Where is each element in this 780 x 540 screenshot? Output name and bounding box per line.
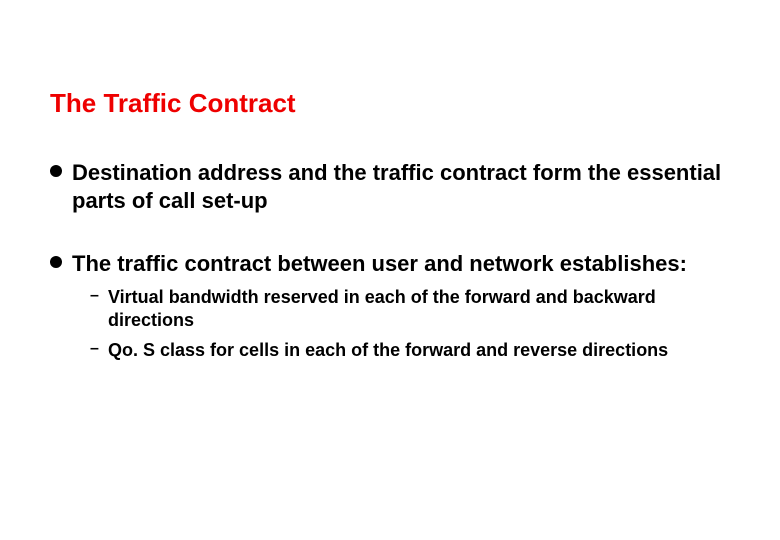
bullet-item: The traffic contract between user and ne… xyxy=(50,250,730,363)
sub-item: Virtual bandwidth reserved in each of th… xyxy=(90,286,730,334)
sub-text: Qo. S class for cells in each of the for… xyxy=(108,340,668,360)
sub-item: Qo. S class for cells in each of the for… xyxy=(90,339,730,363)
sub-text: Virtual bandwidth reserved in each of th… xyxy=(108,287,656,331)
slide-content: The Traffic Contract Destination address… xyxy=(0,0,780,363)
slide-title: The Traffic Contract xyxy=(50,88,730,119)
bullet-text: The traffic contract between user and ne… xyxy=(72,251,687,276)
bullet-item: Destination address and the traffic cont… xyxy=(50,159,730,214)
bullet-list: Destination address and the traffic cont… xyxy=(50,159,730,363)
sub-list: Virtual bandwidth reserved in each of th… xyxy=(90,286,730,363)
bullet-text: Destination address and the traffic cont… xyxy=(72,160,721,213)
